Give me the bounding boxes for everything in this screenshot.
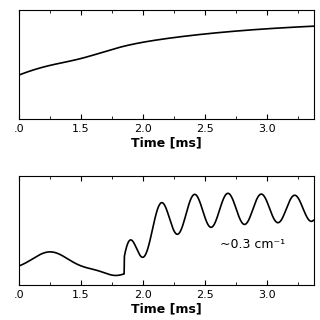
Text: ~0.3 cm⁻¹: ~0.3 cm⁻¹	[220, 238, 285, 251]
X-axis label: Time [ms]: Time [ms]	[131, 136, 202, 149]
X-axis label: Time [ms]: Time [ms]	[131, 302, 202, 316]
